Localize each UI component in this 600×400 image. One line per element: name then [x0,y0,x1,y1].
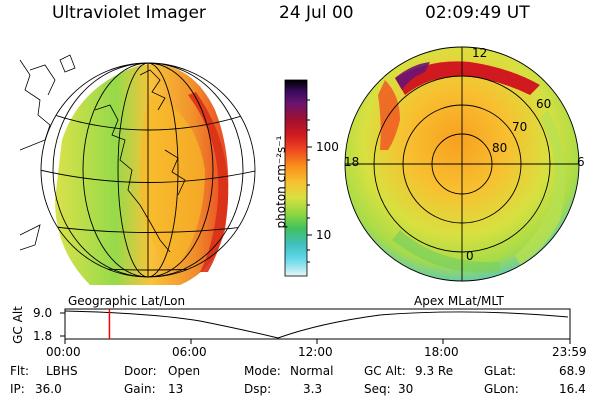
mlt-label-18: 18 [344,155,360,169]
timeline-plot [60,308,571,344]
x-tick-1800: 18:00 [424,345,459,359]
seq-label: Seq: [364,382,391,396]
door-value: Open [168,364,201,378]
filter-label: Flt: [10,364,29,378]
timeline-right-label: Apex MLat/MLT [414,294,504,308]
gain-label: Gain: [124,382,156,396]
timeline-ylabel: GC Alt [11,306,25,344]
auroral-red-edge [188,92,229,272]
image-title: Ultraviolet Imager [52,3,206,23]
ip-label: IP: [10,382,25,396]
seq-value: 30 [398,382,414,396]
filter-value: LBHS [46,364,78,378]
lat-label-60: 60 [536,97,552,111]
mode-value: Normal [290,364,334,378]
x-tick-2359: 23:59 [552,345,587,359]
colorbar-unit-label: photon cm⁻²s⁻¹ [274,135,288,229]
colorbar-tick-10: 10 [316,228,332,242]
ip-value: 36.0 [35,382,62,396]
glat-label: GLat: [484,364,517,378]
colorbar-tick-100: 100 [316,140,339,154]
image-time: 02:09:49 UT [425,3,530,23]
x-tick-0600: 06:00 [172,345,207,359]
gain-value: 13 [168,382,184,396]
door-label: Door: [124,364,157,378]
dsp-value: 3.3 [303,382,323,396]
mode-label: Mode: [244,364,281,378]
auroral-oval-inner [140,95,205,270]
mlt-label-0: 0 [466,249,474,263]
gc-alt-label: GC Alt: [364,364,406,378]
lat-label-70: 70 [512,120,528,134]
y-tick-1-8: 1.8 [33,329,53,343]
glon-label: GLon: [484,382,519,396]
image-date: 24 Jul 00 [279,3,354,23]
dayside-emission [395,61,540,95]
mlt-label-12: 12 [472,46,488,60]
altitude-curve [64,310,569,339]
glat-value: 68.9 [559,364,586,378]
glon-value: 16.4 [559,382,586,396]
geographic-image-panel [19,54,256,285]
x-tick-1200: 12:00 [298,345,333,359]
coastlines [19,54,186,253]
x-tick-0000: 00:00 [46,345,81,359]
polar-image-panel [344,46,580,282]
mlt-label-6: 6 [577,155,585,169]
timeline-left-label: Geographic Lat/Lon [68,294,186,308]
dsp-label: Dsp: [244,382,272,396]
y-tick-9: 9.0 [33,306,53,320]
lat-label-80: 80 [492,141,508,155]
gc-alt-value: 9.3 Re [415,364,454,378]
colorbar [284,79,308,277]
colorbar-ticks [307,99,312,263]
